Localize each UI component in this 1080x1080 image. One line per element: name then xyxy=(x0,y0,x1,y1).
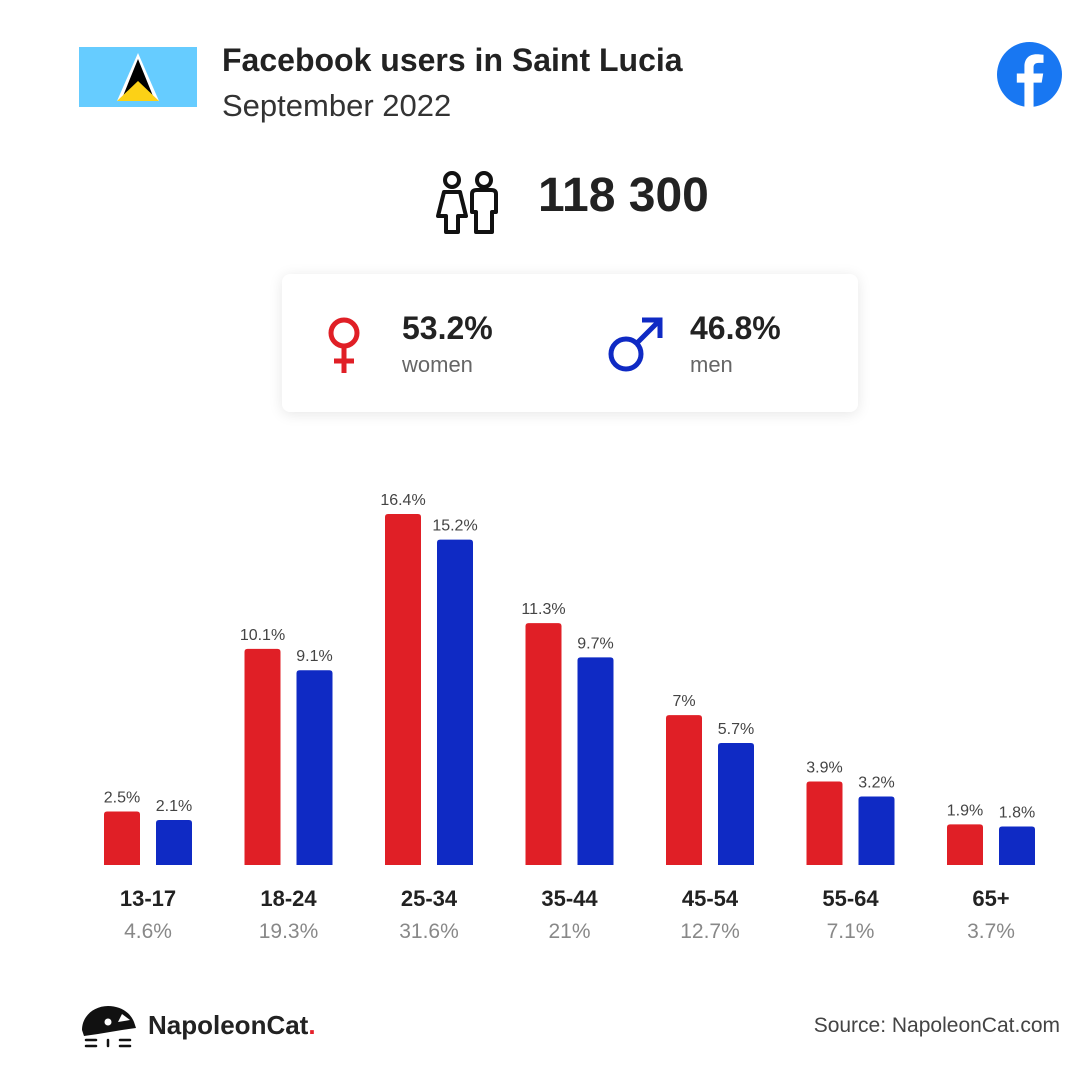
napoleoncat-logo-icon xyxy=(82,1006,136,1048)
bar-label-men-25-34: 15.2% xyxy=(432,518,477,535)
bar-label-women-18-24: 10.1% xyxy=(240,627,285,644)
bar-label-men-13-17: 2.1% xyxy=(156,798,192,815)
total-users: 118 300 xyxy=(538,169,709,222)
bar-men-18-24 xyxy=(296,670,333,865)
bar-women-35-44 xyxy=(525,623,562,865)
age-group-label-35-44: 35-44 xyxy=(541,886,598,911)
age-group-total-65+: 3.7% xyxy=(967,920,1015,943)
age-group-total-25-34: 31.6% xyxy=(399,920,459,943)
age-group-total-55-64: 7.1% xyxy=(827,920,875,943)
facebook-logo-icon xyxy=(997,42,1062,107)
male-symbol-icon xyxy=(608,317,663,372)
bar-label-women-65+: 1.9% xyxy=(947,802,983,819)
bar-label-women-55-64: 3.9% xyxy=(806,760,842,777)
bar-label-men-45-54: 5.7% xyxy=(718,721,754,738)
bar-men-25-34 xyxy=(437,539,473,865)
age-group-label-45-54: 45-54 xyxy=(682,886,739,911)
women-percent: 53.2% xyxy=(402,310,493,346)
bar-women-13-17 xyxy=(104,811,140,865)
men-label: men xyxy=(690,352,733,377)
age-gender-bar-chart: 2.5% 2.1% 13-17 4.6% 10.1% 9.1% 18-24 19.3% 16.4… xyxy=(104,492,1035,943)
bar-women-65+ xyxy=(947,824,983,865)
bar-label-women-13-17: 2.5% xyxy=(104,789,140,806)
bar-label-women-45-54: 7% xyxy=(672,693,695,710)
bar-women-18-24 xyxy=(244,648,281,865)
age-group-total-45-54: 12.7% xyxy=(680,920,740,943)
bar-label-women-35-44: 11.3% xyxy=(521,601,565,618)
page-subtitle: September 2022 xyxy=(222,88,452,123)
source-credit: Source: NapoleonCat.com xyxy=(813,1014,1060,1037)
women-label: women xyxy=(402,352,473,377)
age-group-label-13-17: 13-17 xyxy=(120,886,176,911)
age-group-total-18-24: 19.3% xyxy=(259,920,319,943)
bar-women-25-34 xyxy=(385,514,421,865)
gender-split-card: 53.2% women 46.8% men xyxy=(282,274,858,412)
page-title: Facebook users in Saint Lucia xyxy=(222,42,683,78)
age-group-label-25-34: 25-34 xyxy=(401,886,458,911)
users-icon xyxy=(436,171,498,234)
age-group-total-35-44: 21% xyxy=(548,920,590,943)
bar-label-men-35-44: 9.7% xyxy=(577,635,613,652)
bar-women-45-54 xyxy=(666,715,702,865)
bar-label-men-18-24: 9.1% xyxy=(296,648,332,665)
bar-women-55-64 xyxy=(806,781,843,865)
age-group-label-55-64: 55-64 xyxy=(822,886,879,911)
bar-men-13-17 xyxy=(156,820,192,865)
bar-men-45-54 xyxy=(718,743,754,865)
bar-men-55-64 xyxy=(858,796,895,865)
bar-label-women-25-34: 16.4% xyxy=(380,492,425,509)
age-group-total-13-17: 4.6% xyxy=(124,920,172,943)
bar-men-35-44 xyxy=(577,657,614,865)
brand-name: NapoleonCat. xyxy=(148,1010,316,1040)
female-symbol-icon xyxy=(328,317,360,373)
age-group-label-65+: 65+ xyxy=(972,886,1009,911)
bar-label-men-65+: 1.8% xyxy=(999,804,1035,821)
age-group-label-18-24: 18-24 xyxy=(260,886,317,911)
bar-label-men-55-64: 3.2% xyxy=(858,775,894,792)
bar-men-65+ xyxy=(999,826,1035,865)
saint-lucia-flag-icon xyxy=(79,47,197,107)
men-percent: 46.8% xyxy=(690,310,781,346)
